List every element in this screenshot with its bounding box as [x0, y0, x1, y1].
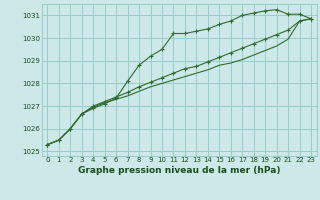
- X-axis label: Graphe pression niveau de la mer (hPa): Graphe pression niveau de la mer (hPa): [78, 166, 280, 175]
